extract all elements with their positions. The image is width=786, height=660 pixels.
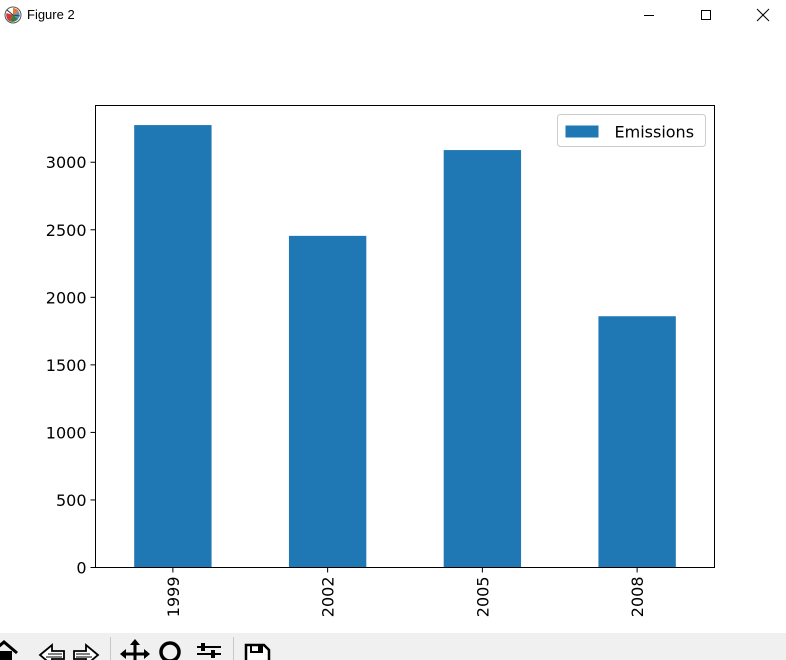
save-button[interactable] <box>241 637 273 660</box>
legend-swatch <box>565 125 599 138</box>
forward-icon <box>73 643 100 660</box>
legend-label: Emissions <box>615 123 695 142</box>
bar-chart: 0 500 1000 1500 2000 2500 3000 1999 2002 2005 200… <box>46 105 715 618</box>
bar-1999 <box>134 125 212 568</box>
maximize-button[interactable] <box>683 0 729 30</box>
zoom-button[interactable] <box>155 637 187 660</box>
maximize-icon <box>701 10 711 20</box>
x-tick-label: 2005 <box>473 577 492 618</box>
home-button[interactable] <box>0 637 20 660</box>
matplotlib-icon <box>4 6 22 24</box>
figure-canvas[interactable]: 0 500 1000 1500 2000 2500 3000 1999 2002 2005 200… <box>0 30 786 633</box>
bar-2008 <box>598 316 676 568</box>
bar-2005 <box>443 150 522 568</box>
forward-button[interactable] <box>70 637 102 660</box>
x-tick-label: 1999 <box>164 577 183 618</box>
configure-subplots-icon <box>197 643 221 658</box>
configure-subplots-button[interactable] <box>193 637 225 660</box>
window-title: Figure 2 <box>27 7 75 22</box>
save-icon <box>244 643 271 660</box>
navigation-toolbar <box>0 633 786 660</box>
y-tick-label: 2500 <box>46 221 87 240</box>
toolbar-separator <box>110 637 111 660</box>
x-tick-label: 2002 <box>319 577 338 618</box>
zoom-icon <box>159 641 181 660</box>
bar-2002 <box>288 235 367 568</box>
y-tick-label: 1000 <box>46 423 87 442</box>
x-tick-label: 2008 <box>628 577 647 618</box>
close-button[interactable] <box>740 0 786 30</box>
pan-button[interactable] <box>119 637 151 660</box>
y-tick-label: 500 <box>56 491 87 510</box>
minimize-button[interactable] <box>626 0 672 30</box>
minimize-icon <box>644 15 654 16</box>
axes-frame <box>95 105 715 568</box>
y-tick-label: 1500 <box>46 356 87 375</box>
title-bar[interactable]: Figure 2 <box>0 0 786 30</box>
y-tick-label: 2000 <box>46 288 87 307</box>
close-icon <box>756 8 770 22</box>
y-tick-label: 3000 <box>46 153 87 172</box>
y-tick-label: 0 <box>76 559 86 578</box>
toolbar-separator <box>233 637 234 660</box>
legend-box <box>557 114 706 147</box>
home-icon <box>0 640 18 660</box>
back-button[interactable] <box>36 637 68 660</box>
back-icon <box>38 643 65 660</box>
pan-icon <box>120 639 150 660</box>
legend: Emissions <box>557 114 706 147</box>
